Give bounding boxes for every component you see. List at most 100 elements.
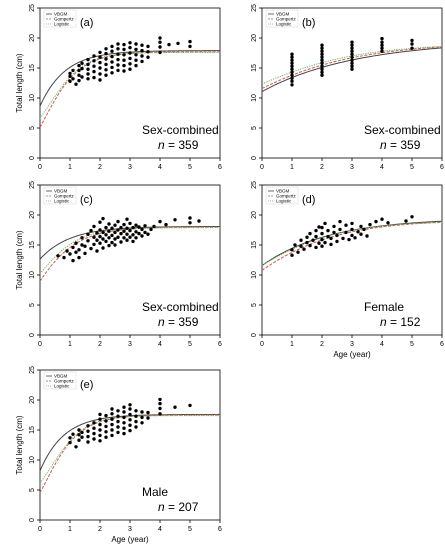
y-tick-label: 5 bbox=[29, 126, 36, 130]
data-point bbox=[92, 426, 96, 430]
x-axis-label: Age (year) bbox=[333, 350, 371, 359]
data-point bbox=[92, 69, 96, 74]
data-point bbox=[56, 254, 60, 258]
data-point bbox=[74, 241, 78, 245]
data-point bbox=[320, 46, 324, 50]
data-point bbox=[350, 233, 354, 238]
data-point bbox=[140, 59, 144, 64]
data-point bbox=[77, 248, 81, 252]
data-point bbox=[86, 77, 90, 81]
data-point bbox=[92, 242, 96, 247]
data-point bbox=[299, 244, 303, 248]
data-point bbox=[323, 240, 327, 245]
n-value: 359 bbox=[400, 138, 420, 152]
data-point bbox=[128, 228, 132, 233]
legend-entry: Logistic bbox=[54, 384, 70, 389]
n-symbol: n bbox=[158, 500, 165, 514]
data-point bbox=[308, 243, 312, 248]
data-point bbox=[350, 46, 354, 50]
data-point bbox=[92, 437, 96, 441]
data-point bbox=[80, 435, 84, 439]
data-point bbox=[338, 227, 342, 232]
data-point bbox=[290, 64, 294, 68]
data-point bbox=[386, 221, 390, 225]
y-tick-label: 15 bbox=[29, 241, 36, 249]
data-point bbox=[350, 221, 354, 226]
data-point bbox=[116, 68, 120, 73]
data-point bbox=[65, 249, 69, 253]
data-point bbox=[317, 241, 321, 245]
data-point bbox=[68, 74, 72, 79]
data-point bbox=[320, 55, 324, 59]
legend-entry: Gompertz bbox=[54, 194, 75, 199]
data-point bbox=[98, 433, 102, 438]
data-point bbox=[140, 234, 144, 238]
x-tick-label: 6 bbox=[218, 526, 222, 533]
data-point bbox=[110, 240, 114, 245]
x-tick-label: 4 bbox=[380, 341, 384, 348]
data-point bbox=[131, 233, 135, 237]
data-point bbox=[77, 68, 81, 73]
data-point bbox=[122, 415, 126, 420]
data-point bbox=[128, 418, 132, 422]
x-tick-label: 3 bbox=[350, 341, 354, 348]
data-point bbox=[122, 431, 126, 436]
panel-label: (e) bbox=[80, 379, 93, 391]
data-point bbox=[128, 235, 132, 239]
data-point bbox=[290, 73, 294, 77]
data-point bbox=[116, 235, 120, 239]
data-point bbox=[98, 428, 102, 432]
data-point bbox=[134, 414, 138, 418]
data-point bbox=[146, 416, 150, 420]
data-point bbox=[113, 243, 117, 247]
data-point bbox=[80, 75, 84, 79]
data-point bbox=[68, 252, 72, 256]
fit-curve-vbgm bbox=[39, 413, 220, 472]
data-point bbox=[320, 231, 324, 236]
data-point bbox=[77, 255, 81, 260]
data-point bbox=[110, 54, 114, 59]
panel-label: (c) bbox=[80, 194, 93, 206]
data-point bbox=[158, 397, 162, 402]
data-point bbox=[320, 49, 324, 53]
data-point bbox=[152, 224, 156, 229]
y-tick-label: 0 bbox=[29, 156, 36, 160]
data-point bbox=[98, 66, 102, 70]
panel-label: (a) bbox=[80, 17, 93, 29]
data-point bbox=[116, 63, 120, 67]
x-tick-label: 5 bbox=[410, 164, 414, 171]
data-point bbox=[110, 428, 114, 432]
data-point bbox=[77, 78, 81, 83]
data-point bbox=[128, 67, 132, 71]
annotation-group: Female bbox=[364, 300, 404, 314]
data-point bbox=[335, 233, 339, 238]
y-tick-label: 10 bbox=[251, 271, 258, 279]
y-tick-label: 5 bbox=[29, 488, 36, 492]
data-point bbox=[140, 421, 144, 425]
y-tick-label: 5 bbox=[251, 303, 258, 307]
data-point bbox=[104, 430, 108, 434]
data-point bbox=[119, 225, 123, 230]
data-point bbox=[188, 44, 192, 49]
data-point bbox=[146, 50, 150, 54]
data-point bbox=[98, 55, 102, 59]
data-point bbox=[140, 410, 144, 414]
data-point bbox=[314, 245, 318, 250]
data-point bbox=[320, 244, 324, 248]
y-tick-label: 25 bbox=[251, 181, 258, 189]
panel-e: 0 1 2 3 4 5 6 0 5 10 15 20 25 Total length (cm) Age (y… bbox=[15, 366, 222, 544]
data-point bbox=[176, 41, 180, 46]
data-point bbox=[119, 231, 123, 236]
data-point bbox=[128, 51, 132, 55]
data-point bbox=[380, 49, 384, 53]
n-equals: = bbox=[165, 500, 179, 514]
x-tick-label: 1 bbox=[68, 341, 72, 348]
y-tick-label: 10 bbox=[29, 456, 36, 464]
y-tick-label: 0 bbox=[29, 518, 36, 522]
annotation-n: n = 359 bbox=[158, 315, 199, 329]
data-point bbox=[122, 63, 126, 68]
data-point bbox=[95, 249, 99, 253]
data-point bbox=[116, 409, 120, 413]
data-point bbox=[98, 60, 102, 65]
data-point bbox=[131, 225, 135, 230]
